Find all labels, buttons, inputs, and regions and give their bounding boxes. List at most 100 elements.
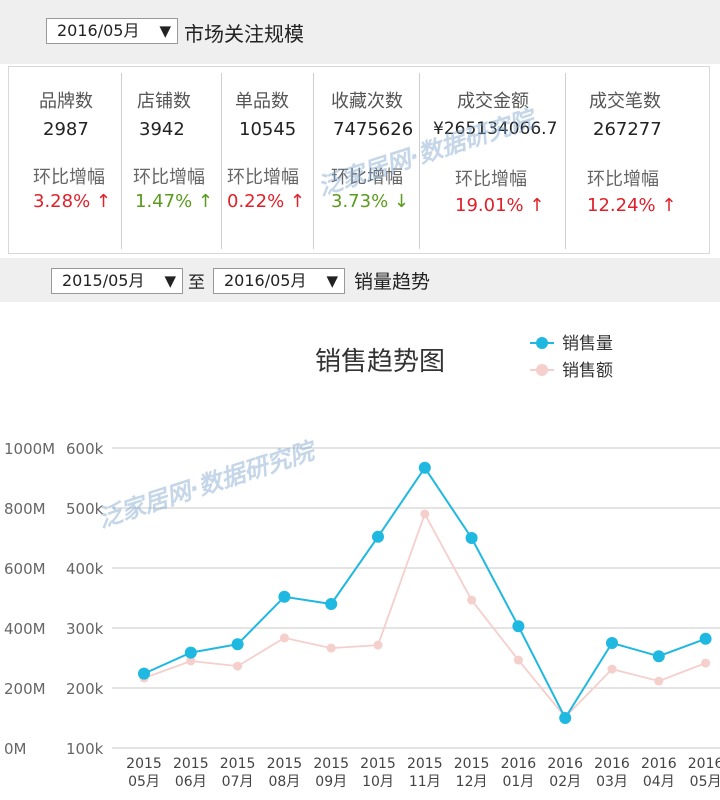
y-right-tick-label: 600k (66, 440, 104, 458)
divider (221, 73, 222, 249)
data-point-sales-volume[interactable] (138, 667, 150, 680)
stat-turnover: 成交金额 ¥265134066.7 环比增幅 19.01% ↑ (419, 67, 565, 253)
arrow-up-icon: ↑ (661, 195, 677, 216)
data-point-sales-volume[interactable] (325, 598, 338, 610)
data-point-sales-volume[interactable] (372, 530, 384, 543)
y-left-tick-label: 800M (4, 500, 46, 518)
divider (313, 73, 314, 249)
chevron-down-icon: ▼ (326, 272, 338, 290)
stat-stores: 店铺数 3942 环比增幅 1.47% ↑ (121, 67, 221, 253)
y-left-tick-label: 0M (4, 740, 27, 758)
data-point-sales-amount[interactable] (420, 509, 430, 519)
arrow-down-icon: ↓ (393, 191, 410, 212)
data-point-sales-amount[interactable] (233, 661, 243, 671)
stat-brands: 品牌数 2987 环比增幅 3.28% ↑ (9, 67, 121, 253)
stat-sub-label: 环比增幅 (587, 169, 659, 190)
stat-items: 单品数 10545 环比增幅 0.22% ↑ (221, 67, 313, 253)
data-point-sales-amount[interactable] (373, 640, 383, 650)
data-point-sales-volume[interactable] (231, 638, 244, 651)
x-tick-label-month: 11月 (409, 774, 441, 790)
x-tick-label-year: 2015 (220, 756, 256, 772)
chart-grid (112, 447, 720, 749)
arrow-up-icon: ↑ (95, 191, 112, 212)
stat-change: 12.24% ↑ (587, 195, 677, 216)
x-tick-label-month: 12月 (456, 774, 488, 790)
series-line-sales-amount (143, 511, 706, 719)
stat-sub-label: 环比增幅 (455, 169, 527, 190)
legend-label-sales-volume: 销售量 (562, 334, 613, 354)
end-period-select[interactable]: 2016/05月 ▼ (213, 268, 345, 294)
divider (565, 73, 566, 249)
data-point-sales-amount[interactable] (654, 676, 664, 686)
chart-legend: 销售量 销售额 (530, 334, 613, 381)
start-period-value: 2015/05月 (62, 271, 145, 290)
x-tick-label-year: 2015 (313, 756, 349, 772)
x-tick-label-month: 03月 (596, 774, 628, 790)
stat-change: 0.22% ↑ (227, 191, 306, 212)
x-tick-label-year: 2015 (173, 756, 209, 772)
x-tick-label-month: 02月 (549, 774, 581, 790)
data-point-sales-volume[interactable] (652, 650, 665, 663)
data-point-sales-volume[interactable] (184, 646, 197, 659)
y-left-tick-label: 200M (4, 680, 46, 698)
data-point-sales-amount[interactable] (279, 633, 289, 643)
sales-trend-title: 销量趋势 (354, 271, 431, 293)
legend-marker-sales-amount (536, 364, 548, 376)
stat-label: 品牌数 (39, 91, 93, 112)
legend-marker-sales-volume (536, 337, 548, 349)
x-tick-label-month: 05月 (690, 774, 720, 790)
y-left-tick-label: 600M (4, 560, 46, 578)
end-period-value: 2016/05月 (224, 271, 307, 290)
data-point-sales-amount[interactable] (186, 656, 196, 666)
data-point-sales-amount[interactable] (513, 655, 523, 665)
data-point-sales-volume[interactable] (418, 461, 431, 474)
arrow-up-icon: ↑ (197, 191, 214, 212)
x-tick-label-year: 2015 (267, 756, 303, 772)
stat-value: ¥265134066.7 (433, 119, 558, 139)
x-tick-label-year: 2016 (547, 756, 583, 772)
stat-value: 267277 (593, 119, 662, 140)
series-line-sales-volume (143, 466, 706, 721)
stat-label: 店铺数 (137, 91, 191, 112)
x-tick-label-year: 2016 (594, 756, 630, 772)
data-point-sales-volume[interactable] (512, 620, 525, 633)
x-tick-label-year: 2016 (688, 756, 720, 772)
data-point-sales-amount[interactable] (607, 664, 617, 674)
stat-value: 10545 (239, 119, 297, 140)
period-select-value: 2016/05月 (57, 21, 140, 40)
x-tick-label-year: 2016 (641, 756, 677, 772)
x-tick-label-month: 05月 (128, 774, 160, 790)
sales-trend-chart: 销售趋势图 销售量 销售额 0M 200M 400M 600M 800M 1000M 10… (4, 334, 720, 790)
period-select[interactable]: 2016/05月 ▼ (46, 18, 178, 44)
y-right-tick-label: 100k (66, 740, 104, 758)
data-point-sales-amount[interactable] (467, 595, 477, 605)
stat-favorites: 收藏次数 7475626 环比增幅 3.73% ↓ (313, 67, 419, 253)
start-period-select[interactable]: 2015/05月 ▼ (51, 268, 183, 294)
legend-label-sales-amount: 销售额 (562, 361, 613, 381)
x-tick-label-year: 2015 (126, 756, 162, 772)
x-tick-label-year: 2016 (501, 756, 537, 772)
data-point-sales-volume[interactable] (465, 532, 478, 544)
data-point-sales-volume[interactable] (699, 632, 712, 645)
stat-sub-label: 环比增幅 (227, 167, 299, 188)
data-point-sales-volume[interactable] (559, 712, 572, 724)
stat-label: 收藏次数 (331, 91, 403, 112)
arrow-up-icon: ↑ (529, 195, 545, 216)
data-point-sales-amount[interactable] (326, 643, 336, 653)
y-right-tick-label: 500k (66, 500, 104, 518)
stat-sub-label: 环比增幅 (33, 167, 105, 188)
chevron-down-icon: ▼ (164, 272, 176, 290)
market-scale-title: 市场关注规模 (184, 22, 304, 46)
data-point-sales-volume[interactable] (606, 637, 618, 649)
chart-title: 销售趋势图 (315, 347, 445, 377)
range-to-label: 至 (188, 273, 205, 293)
stat-value: 7475626 (333, 119, 414, 140)
stat-label: 成交笔数 (589, 91, 661, 112)
data-point-sales-volume[interactable] (278, 590, 291, 603)
y-axis-left: 0M 200M 400M 600M 800M 1000M (4, 440, 55, 758)
y-left-tick-label: 400M (4, 620, 46, 638)
data-point-sales-amount[interactable] (701, 658, 711, 668)
stats-panel: 品牌数 2987 环比增幅 3.28% ↑ 店铺数 3942 环比增幅 1.47… (8, 66, 710, 254)
divider (121, 73, 122, 249)
stat-change: 3.73% ↓ (331, 191, 410, 212)
